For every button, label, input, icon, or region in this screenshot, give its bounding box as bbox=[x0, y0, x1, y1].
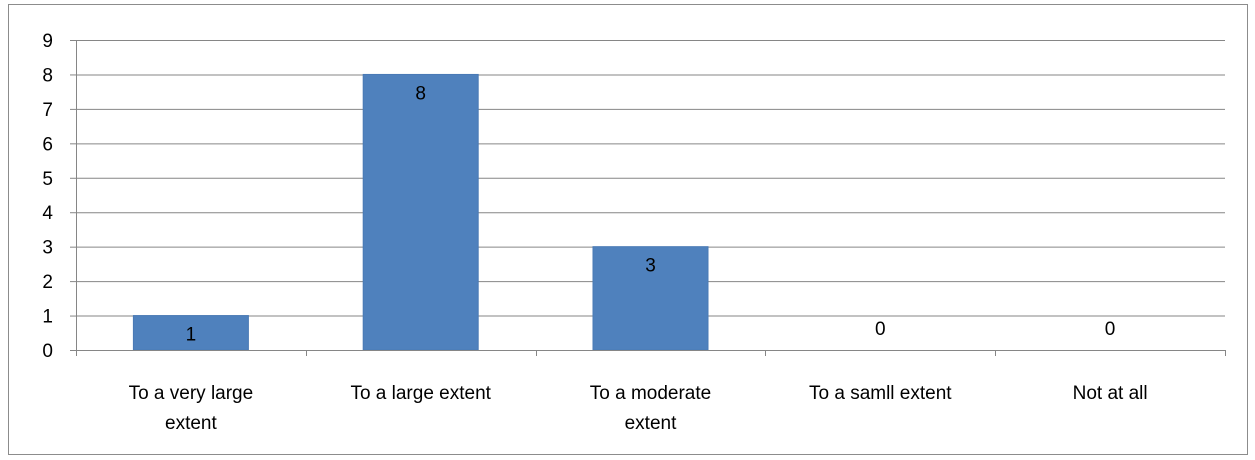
y-tick-label: 4 bbox=[42, 203, 53, 224]
category-label-line: To a moderate bbox=[590, 383, 711, 404]
y-tick-label: 3 bbox=[42, 238, 53, 259]
data-label: 3 bbox=[645, 256, 656, 277]
category-label-line: To a large extent bbox=[350, 383, 491, 404]
bar bbox=[362, 73, 479, 351]
y-tick-label: 0 bbox=[42, 341, 53, 362]
category-label: To a very large extent bbox=[129, 383, 254, 434]
y-tick-label: 1 bbox=[42, 307, 53, 328]
category-label-line: To a very large bbox=[129, 383, 254, 404]
data-labels: 1 8 3 0 0 bbox=[186, 83, 1116, 345]
category-label: To a samll extent bbox=[809, 383, 952, 404]
data-label: 0 bbox=[875, 319, 886, 340]
bar bbox=[132, 315, 249, 351]
y-tick-label: 9 bbox=[42, 31, 53, 52]
category-label-line: extent bbox=[625, 413, 677, 434]
data-label: 1 bbox=[186, 325, 197, 346]
category-labels: To a very large extent To a large extent To… bbox=[129, 383, 1148, 434]
y-tick-label: 6 bbox=[42, 134, 53, 155]
y-tick-label: 8 bbox=[42, 65, 53, 86]
category-label-line: extent bbox=[165, 413, 217, 434]
y-tick-label: 7 bbox=[42, 100, 53, 121]
category-label: To a large extent bbox=[350, 383, 491, 404]
category-label-line: To a samll extent bbox=[809, 383, 952, 404]
bars bbox=[132, 73, 709, 351]
y-tick-label: 5 bbox=[42, 169, 53, 190]
data-label: 8 bbox=[415, 83, 426, 104]
gridlines bbox=[76, 40, 1225, 317]
y-tick-label: 2 bbox=[42, 272, 53, 293]
chart-frame: 0 1 2 3 4 5 6 7 8 9 To a very large extent To a lar… bbox=[8, 4, 1248, 455]
axes bbox=[70, 40, 1226, 356]
category-label: Not at all bbox=[1073, 383, 1148, 404]
category-label: To a moderate extent bbox=[590, 383, 711, 434]
y-tick-labels: 0 1 2 3 4 5 6 7 8 9 bbox=[42, 31, 53, 362]
data-label: 0 bbox=[1105, 319, 1116, 340]
category-label-line: Not at all bbox=[1073, 383, 1148, 404]
